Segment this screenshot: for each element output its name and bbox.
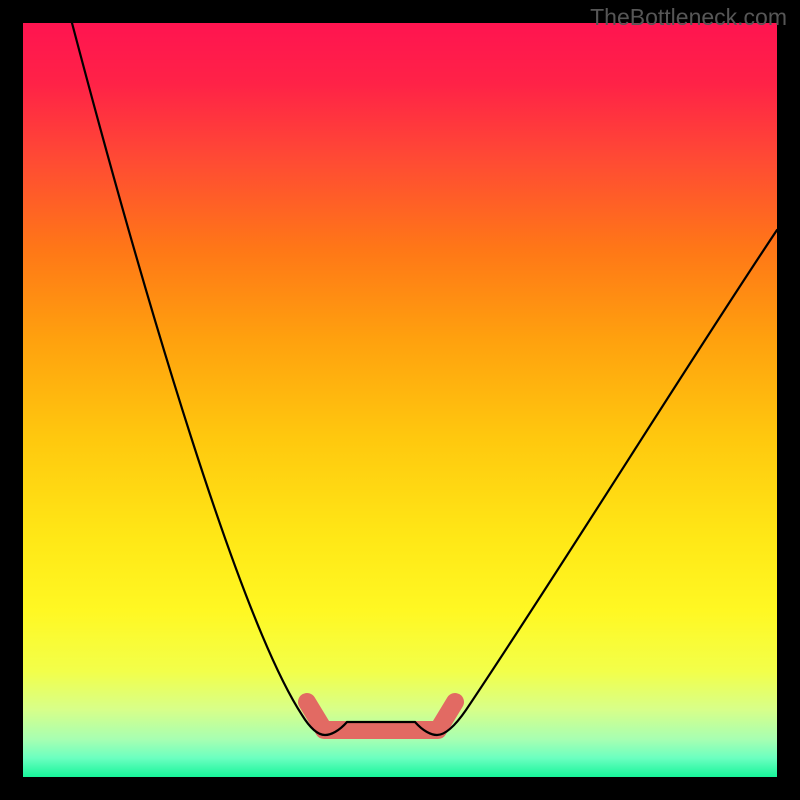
watermark-text: TheBottleneck.com	[590, 4, 787, 31]
chart-frame	[23, 23, 777, 777]
